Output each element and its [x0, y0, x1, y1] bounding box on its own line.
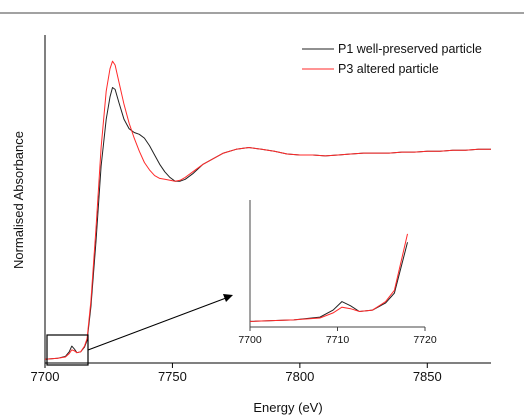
inset-series-line-p1 [250, 242, 408, 322]
zoom-arrow-head [223, 294, 233, 302]
x-tick-label: 7800 [285, 369, 314, 384]
x-tick-label: 7700 [31, 369, 60, 384]
main-plot-lines [44, 60, 491, 360]
legend-label-p1: P1 well-preserved particle [338, 42, 482, 56]
x-tick-label: 7850 [413, 369, 442, 384]
inset-x-tick-label: 7710 [326, 334, 350, 346]
legend-label-p3: P3 altered particle [338, 62, 439, 76]
legend: P1 well-preserved particle P3 altered pa… [302, 42, 482, 76]
inset-plot-lines [250, 233, 408, 322]
x-tick-label: 7750 [158, 369, 187, 384]
series-line-p1 [44, 87, 491, 360]
y-axis-label: Normalised Absorbance [11, 131, 26, 269]
zoom-arrow-line [87, 297, 227, 351]
inset-series-line-p3 [250, 233, 408, 322]
inset-x-tick-label: 7700 [238, 334, 262, 346]
inset-axes: 7700 7710 7720 [238, 200, 437, 346]
main-axes: 7700 7750 7800 7850 [31, 35, 491, 384]
inset-x-tick-label: 7720 [413, 334, 437, 346]
series-line-p3 [44, 60, 491, 360]
x-axis-label: Energy (eV) [253, 400, 322, 415]
